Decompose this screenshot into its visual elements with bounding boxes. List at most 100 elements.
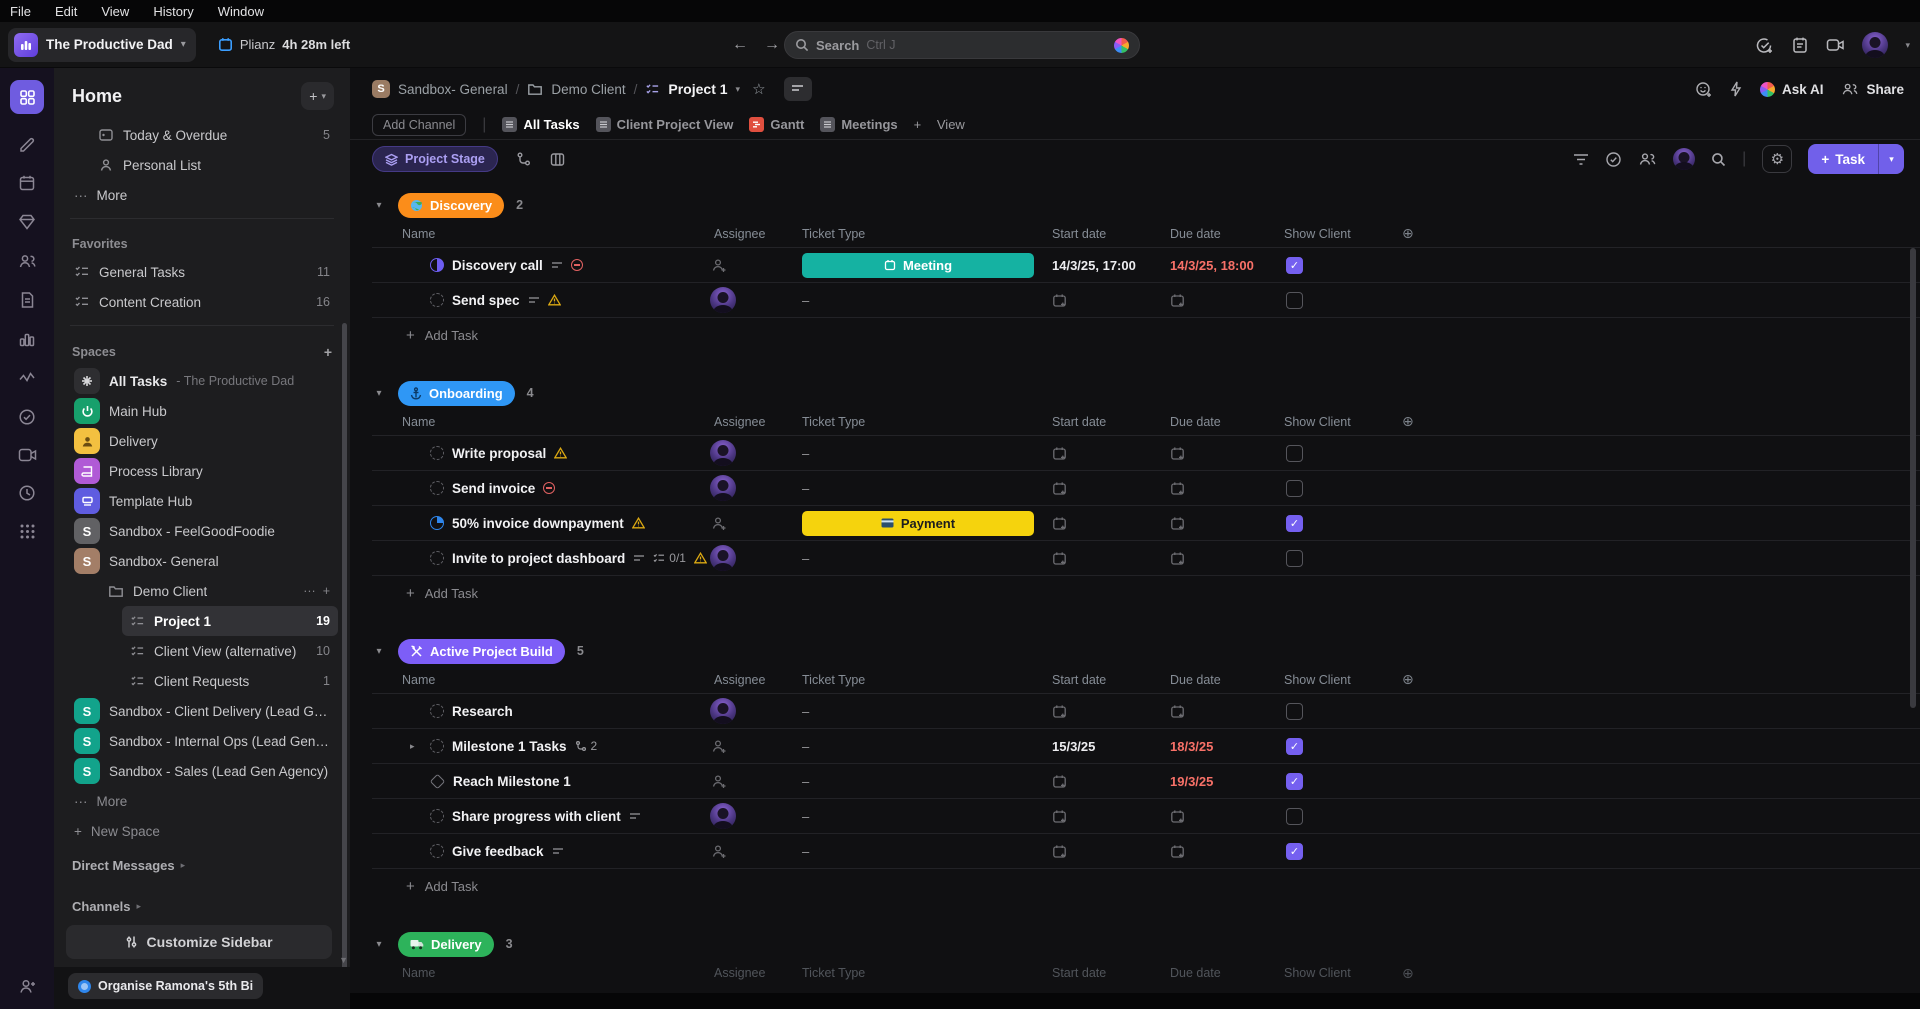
group-pill[interactable]: Discovery	[398, 193, 504, 218]
search-input[interactable]: Search Ctrl J	[784, 31, 1140, 59]
add-column-icon[interactable]: ⊕	[1402, 413, 1442, 430]
assignee-avatar[interactable]	[710, 698, 736, 724]
ticket-empty[interactable]: –	[790, 293, 1040, 308]
add-task-row[interactable]: +Add Task	[372, 576, 1920, 610]
start-date[interactable]: 15/3/25	[1040, 739, 1158, 754]
column-show-client[interactable]: Show Client	[1272, 227, 1402, 241]
add-column-icon[interactable]: ⊕	[1402, 671, 1442, 688]
calendar-icon[interactable]	[18, 174, 36, 192]
add-task-row[interactable]: +Add Task	[372, 318, 1920, 352]
calendar-add-icon[interactable]	[1170, 844, 1185, 859]
sidebar-scrollbar[interactable]	[342, 323, 347, 973]
group-pill[interactable]: Delivery	[398, 932, 494, 957]
add-task-row[interactable]: +Add Task	[372, 869, 1920, 903]
task-row[interactable]: Give feedback – ✓	[372, 834, 1920, 869]
calendar-add-icon[interactable]	[1052, 481, 1067, 496]
workspace-switcher[interactable]: The Productive Dad ▾	[8, 28, 196, 62]
tab-gantt[interactable]: Gantt	[749, 117, 804, 132]
goals-icon[interactable]	[18, 213, 36, 231]
calendar-add-icon[interactable]	[1170, 481, 1185, 496]
sidebar-spaces-more[interactable]: ··· More	[66, 786, 338, 816]
calendar-add-icon[interactable]	[1052, 844, 1067, 859]
invite-icon[interactable]	[0, 977, 54, 995]
assignees-icon[interactable]	[1638, 151, 1657, 167]
menu-edit[interactable]: Edit	[55, 4, 77, 19]
status-todo-icon[interactable]	[430, 446, 444, 460]
ticket-empty[interactable]: –	[790, 704, 1040, 719]
calendar-add-icon[interactable]	[1170, 446, 1185, 461]
sidebar-item-personal-list[interactable]: Personal List	[90, 150, 338, 180]
status-todo-icon[interactable]	[430, 739, 444, 753]
menu-history[interactable]: History	[153, 4, 193, 19]
task-row[interactable]: Share progress with client –	[372, 799, 1920, 834]
add-column-icon[interactable]: ⊕	[1402, 965, 1442, 982]
show-client-checkbox[interactable]	[1286, 550, 1303, 567]
task-name[interactable]: 50% invoice downpayment	[452, 516, 624, 531]
breadcrumb-space[interactable]: Sandbox- General	[398, 82, 508, 97]
clip-record-icon[interactable]	[1826, 37, 1845, 53]
status-in-progress-icon[interactable]	[430, 258, 444, 272]
breadcrumb-current-list[interactable]: Project 1	[668, 81, 727, 97]
column-assignee[interactable]: Assignee	[702, 673, 790, 687]
ai-sparkle-icon[interactable]	[1114, 38, 1129, 53]
task-name[interactable]: Invite to project dashboard	[452, 551, 625, 566]
column-start-date[interactable]: Start date	[1040, 673, 1158, 687]
filter-icon[interactable]	[1573, 153, 1589, 166]
sidebar-folder-demo-client[interactable]: Demo Client ··· +	[100, 576, 338, 606]
user-avatar[interactable]	[1862, 32, 1888, 58]
assignee-avatar[interactable]	[710, 475, 736, 501]
show-client-checkbox-checked[interactable]: ✓	[1286, 843, 1303, 860]
status-todo-icon[interactable]	[430, 704, 444, 718]
column-show-client[interactable]: Show Client	[1272, 673, 1402, 687]
menu-view[interactable]: View	[101, 4, 129, 19]
sidebar-list-client-view[interactable]: Client View (alternative) 10	[122, 636, 338, 666]
settings-gear-icon[interactable]: ⚙	[1762, 145, 1792, 173]
collapse-icon[interactable]: ▾	[372, 646, 386, 657]
task-name[interactable]: Write proposal	[452, 446, 546, 461]
dashboards-icon[interactable]	[18, 330, 36, 348]
list-description-button[interactable]	[784, 77, 812, 101]
sidebar-space-main-hub[interactable]: Main Hub	[66, 396, 338, 426]
main-scrollbar[interactable]	[1910, 248, 1916, 708]
assign-person-icon[interactable]	[710, 843, 727, 860]
column-start-date[interactable]: Start date	[1040, 415, 1158, 429]
assignee-avatar[interactable]	[710, 440, 736, 466]
clips-icon[interactable]	[18, 447, 37, 463]
add-view-button[interactable]: + View	[914, 117, 965, 132]
column-name[interactable]: Name	[372, 415, 702, 429]
ticket-empty[interactable]: –	[790, 551, 1040, 566]
calendar-add-icon[interactable]	[1052, 446, 1067, 461]
expand-subtasks-icon[interactable]: ▸	[410, 741, 422, 752]
task-row[interactable]: Invite to project dashboard 0/1 –	[372, 541, 1920, 576]
group-header[interactable]: ▾ Active Project Build 5	[372, 636, 1920, 666]
task-row[interactable]: Send spec –	[372, 283, 1920, 318]
sidebar-new-space[interactable]: + New Space	[66, 816, 338, 846]
calendar-add-icon[interactable]	[1170, 809, 1185, 824]
assign-person-icon[interactable]	[710, 738, 727, 755]
group-header[interactable]: ▾ Onboarding 4	[372, 378, 1920, 408]
due-date-overdue[interactable]: 19/3/25	[1158, 774, 1272, 789]
home-icon[interactable]	[10, 80, 44, 114]
column-show-client[interactable]: Show Client	[1272, 966, 1402, 980]
show-client-checkbox[interactable]	[1286, 703, 1303, 720]
collapse-icon[interactable]: ▾	[372, 939, 386, 950]
task-name[interactable]: Discovery call	[452, 258, 543, 273]
add-task-button[interactable]: +Task ▾	[1808, 144, 1904, 174]
calendar-add-icon[interactable]	[1170, 704, 1185, 719]
column-show-client[interactable]: Show Client	[1272, 415, 1402, 429]
ticket-empty[interactable]: –	[790, 481, 1040, 496]
share-button[interactable]: Share	[1841, 81, 1904, 97]
menu-window[interactable]: Window	[218, 4, 264, 19]
status-todo-icon[interactable]	[430, 809, 444, 823]
sidebar-space-client-delivery[interactable]: S Sandbox - Client Delivery (Lead Ge...	[66, 696, 338, 726]
task-row[interactable]: 50% invoice downpayment Payment	[372, 506, 1920, 541]
apps-grid-icon[interactable]	[19, 523, 36, 540]
task-name[interactable]: Milestone 1 Tasks	[452, 739, 567, 754]
ticket-empty[interactable]: –	[790, 739, 1040, 754]
sidebar-space-feelgoodfoodie[interactable]: S Sandbox - FeelGoodFoodie	[66, 516, 338, 546]
column-due-date[interactable]: Due date	[1158, 673, 1272, 687]
add-space-icon[interactable]: +	[324, 344, 332, 360]
calendar-add-icon[interactable]	[1170, 516, 1185, 531]
task-row[interactable]: Send invoice –	[372, 471, 1920, 506]
task-name[interactable]: Share progress with client	[452, 809, 621, 824]
